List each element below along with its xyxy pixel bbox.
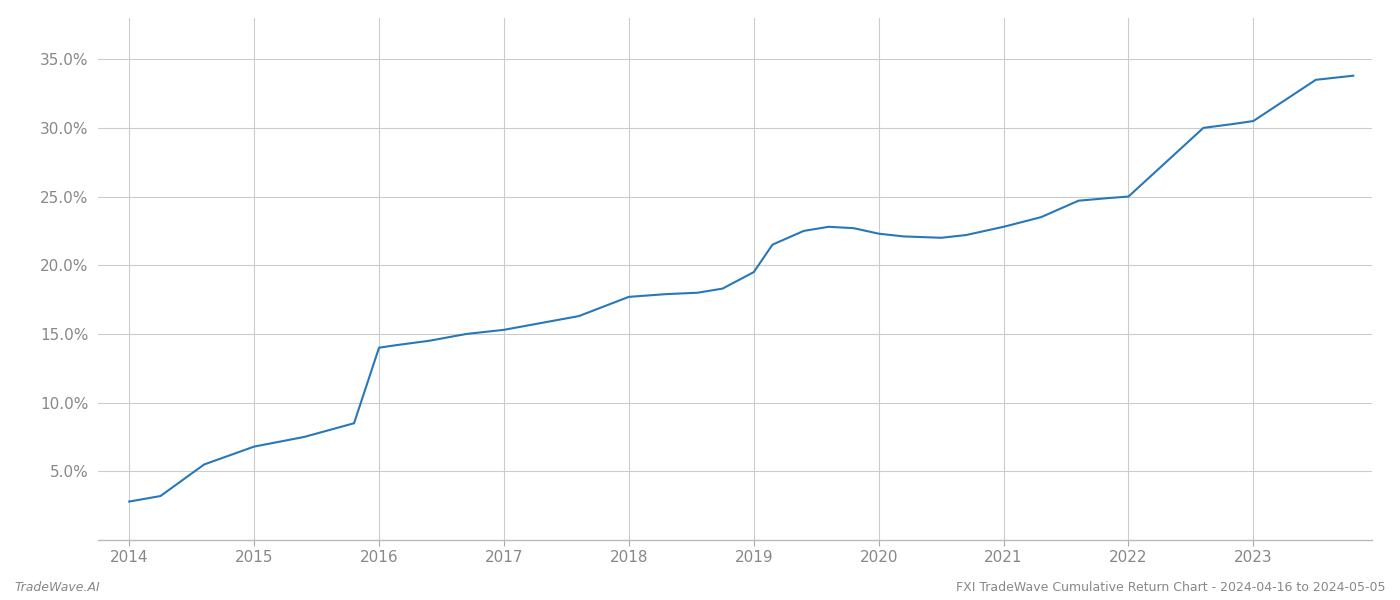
Text: FXI TradeWave Cumulative Return Chart - 2024-04-16 to 2024-05-05: FXI TradeWave Cumulative Return Chart - … bbox=[956, 581, 1386, 594]
Text: TradeWave.AI: TradeWave.AI bbox=[14, 581, 99, 594]
